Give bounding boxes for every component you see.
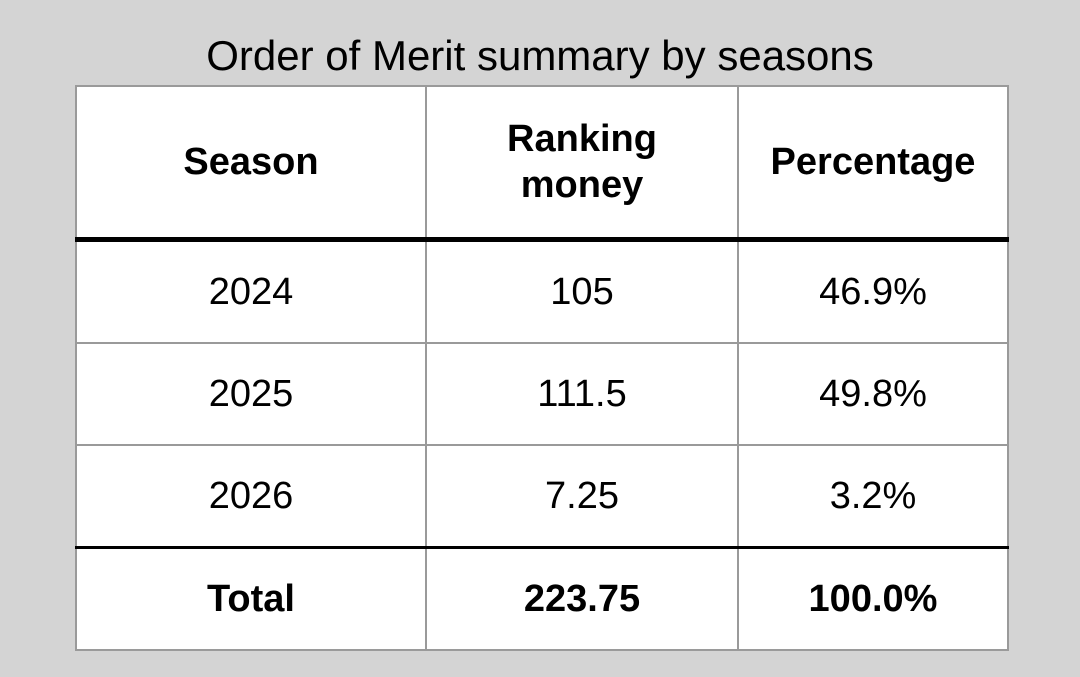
table-body: 2024 105 46.9% 2025 111.5 49.8% 2026 7.2… [75, 238, 1009, 549]
header-row: Season Ranking money Percentage [75, 85, 1009, 242]
table-row: 2026 7.25 3.2% [75, 444, 1009, 549]
header-season: Season [75, 85, 427, 242]
header-ranking-money-label: Ranking money [507, 118, 657, 206]
percentage-cell: 3.2% [737, 444, 1009, 549]
page-title: Order of Merit summary by seasons [206, 32, 874, 79]
table-row: 2024 105 46.9% [75, 238, 1009, 344]
ranking-money-cell: 111.5 [425, 342, 739, 446]
total-ranking-money: 223.75 [425, 546, 739, 651]
ranking-money-cell: 105 [425, 238, 739, 344]
table-row: 2025 111.5 49.8% [75, 342, 1009, 446]
header-ranking-money: Ranking money [425, 85, 739, 242]
season-cell: 2025 [75, 342, 427, 446]
table-footer: Total 223.75 100.0% [75, 546, 1009, 651]
merit-summary-table: Season Ranking money Percentage 2024 105… [75, 85, 1009, 651]
header-percentage: Percentage [737, 85, 1009, 242]
ranking-money-cell: 7.25 [425, 444, 739, 549]
season-cell: 2024 [75, 238, 427, 344]
total-percentage: 100.0% [737, 546, 1009, 651]
total-row: Total 223.75 100.0% [75, 546, 1009, 651]
table-header: Season Ranking money Percentage [75, 85, 1009, 242]
total-label: Total [75, 546, 427, 651]
percentage-cell: 46.9% [737, 238, 1009, 344]
percentage-cell: 49.8% [737, 342, 1009, 446]
season-cell: 2026 [75, 444, 427, 549]
